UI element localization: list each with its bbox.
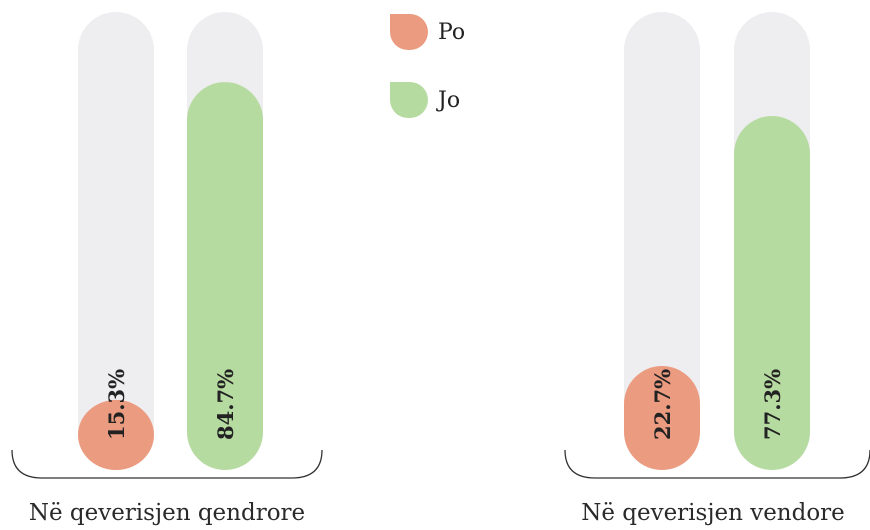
bar-qendrore-jo xyxy=(187,82,263,470)
data-label-qendrore-po: 15.3% xyxy=(104,369,129,440)
category-label-vendore: Në qeverisjen vendore xyxy=(581,500,845,526)
legend-label-jo: Jo xyxy=(438,87,461,113)
bar-vendore-po xyxy=(624,366,700,470)
data-label-vendore-jo: 77.3% xyxy=(760,369,785,440)
group-bracket-qendrore xyxy=(11,449,323,479)
legend-item-jo: Jo xyxy=(390,82,465,118)
category-label-qendrore: Në qeverisjen qendrore xyxy=(28,500,306,526)
legend-swatch-jo xyxy=(390,82,428,118)
data-label-vendore-po: 22.7% xyxy=(650,369,675,440)
group-bracket-vendore xyxy=(564,449,870,479)
bar-track-vendore-po xyxy=(624,12,700,470)
bar-vendore-jo xyxy=(734,115,810,470)
legend: Po Jo xyxy=(390,14,465,150)
legend-item-po: Po xyxy=(390,14,465,50)
legend-label-po: Po xyxy=(438,19,466,45)
legend-swatch-po xyxy=(390,14,428,50)
bar-track-qendrore-po xyxy=(78,12,154,470)
data-label-qendrore-jo: 84.7% xyxy=(213,369,238,440)
bar-qendrore-po xyxy=(78,399,154,470)
